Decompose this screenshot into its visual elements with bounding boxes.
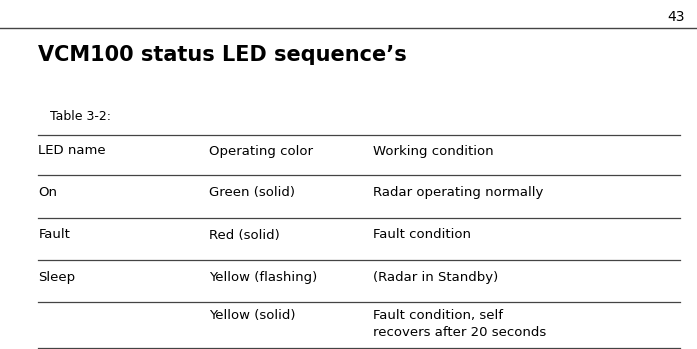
Text: Fault condition, self
recovers after 20 seconds: Fault condition, self recovers after 20 … [373,309,546,339]
Text: Operating color: Operating color [209,144,313,157]
Text: Green (solid): Green (solid) [209,186,295,199]
Text: Table 3-2:: Table 3-2: [50,110,111,123]
Text: (Radar in Standby): (Radar in Standby) [373,270,498,283]
Text: VCM100 status LED sequence’s: VCM100 status LED sequence’s [38,45,407,65]
Text: LED name: LED name [38,144,106,157]
Text: Yellow (solid): Yellow (solid) [209,309,296,322]
Text: On: On [38,186,57,199]
Text: 43: 43 [668,10,685,24]
Text: Fault condition: Fault condition [373,229,471,242]
Text: Working condition: Working condition [373,144,493,157]
Text: Yellow (flashing): Yellow (flashing) [209,270,317,283]
Text: Sleep: Sleep [38,270,75,283]
Text: Fault: Fault [38,229,70,242]
Text: Red (solid): Red (solid) [209,229,280,242]
Text: Radar operating normally: Radar operating normally [373,186,543,199]
